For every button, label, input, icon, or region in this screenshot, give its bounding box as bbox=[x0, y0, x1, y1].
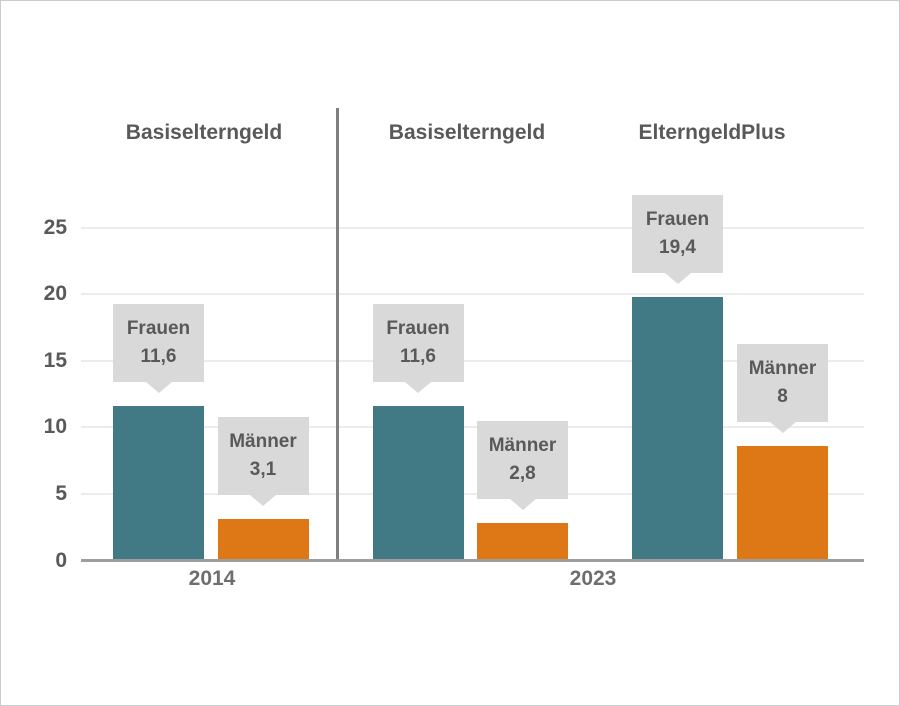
y-tick-label-5: 5 bbox=[55, 481, 67, 505]
callout-series-name: Frauen bbox=[386, 317, 450, 339]
callout-maenner-group1: Männer 3,1 bbox=[217, 417, 309, 507]
callout-value: 8 bbox=[777, 385, 788, 407]
section-header-basiselterngeld-2023: Basiselterngeld bbox=[388, 121, 546, 144]
y-tick-label-10: 10 bbox=[43, 415, 67, 439]
callout-pointer-triangle bbox=[405, 381, 431, 393]
callout-frauen-group1: Frauen 11,6 bbox=[113, 303, 204, 393]
callout-value: 11,6 bbox=[400, 345, 436, 367]
callout-frauen-group3: Frauen 19,4 bbox=[632, 194, 723, 284]
callout-pointer-triangle bbox=[250, 495, 276, 507]
y-gridline-10 bbox=[81, 426, 864, 429]
x-axis-label-2023: 2023 bbox=[569, 567, 617, 590]
callout-series-name: Frauen bbox=[126, 317, 191, 339]
callout-value: 19,4 bbox=[659, 236, 696, 258]
bar-frauen-group1 bbox=[113, 405, 204, 562]
y-gridline-15 bbox=[81, 359, 864, 362]
callout-pointer-triangle bbox=[664, 272, 691, 284]
callout-value: 2,8 bbox=[509, 463, 536, 485]
callout-value: 11,6 bbox=[140, 345, 177, 367]
bar-frauen-group3 bbox=[632, 296, 723, 562]
y-gridline-5 bbox=[81, 492, 864, 495]
bar-maenner-group2 bbox=[477, 523, 568, 562]
callout-series-name: Frauen bbox=[645, 208, 710, 230]
callout-series-name: Männer bbox=[488, 435, 557, 457]
bar-maenner-group3 bbox=[737, 445, 828, 562]
y-tick-label-15: 15 bbox=[43, 348, 67, 372]
bar-maenner-group1 bbox=[217, 519, 309, 562]
x-axis-label-2014: 2014 bbox=[188, 567, 236, 590]
section-header-elterngeldplus: ElterngeldPlus bbox=[638, 121, 786, 144]
callout-frauen-group2: Frauen 11,6 bbox=[372, 303, 464, 393]
callout-pointer-triangle bbox=[145, 381, 172, 393]
callout-value: 3,1 bbox=[249, 459, 277, 481]
section-divider bbox=[336, 108, 339, 562]
callout-pointer-triangle bbox=[509, 499, 536, 511]
section-header-basiselterngeld-2014: Basiselterngeld bbox=[125, 121, 283, 144]
callout-series-name: Männer bbox=[748, 357, 817, 379]
callout-series-name: Männer bbox=[229, 431, 297, 453]
y-tick-label-20: 20 bbox=[43, 282, 67, 306]
x-axis-baseline bbox=[81, 559, 864, 562]
bar-frauen-group2 bbox=[372, 405, 464, 562]
y-tick-label-25: 25 bbox=[43, 215, 67, 239]
callout-maenner-group2: Männer 2,8 bbox=[477, 421, 568, 511]
y-gridline-25 bbox=[81, 226, 864, 229]
callout-maenner-group3: Männer 8 bbox=[737, 343, 828, 433]
callout-pointer-triangle bbox=[769, 421, 796, 433]
y-gridline-20 bbox=[81, 293, 864, 296]
y-tick-label-0: 0 bbox=[55, 548, 67, 572]
